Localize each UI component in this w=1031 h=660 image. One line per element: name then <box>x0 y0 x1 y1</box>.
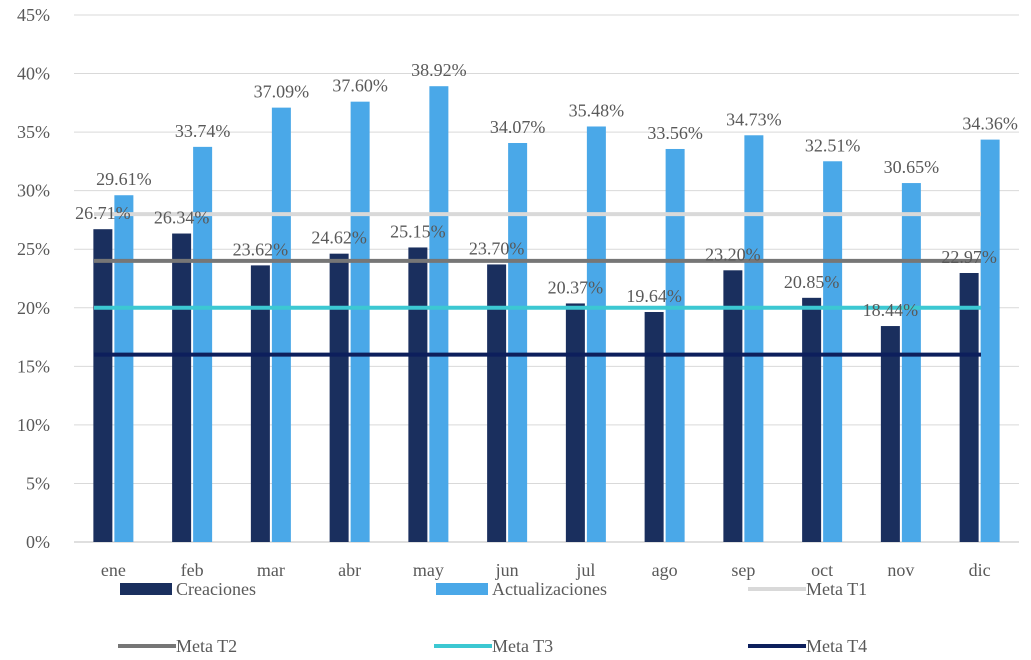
data-label-actualizaciones: 34.73% <box>726 109 782 129</box>
x-tick-label: oct <box>811 560 833 580</box>
x-tick-label: mar <box>257 560 285 580</box>
bar-creaciones <box>408 247 428 542</box>
data-label-creaciones: 20.85% <box>784 272 840 292</box>
x-tick-label: sep <box>731 560 755 580</box>
goal-lines <box>94 212 981 357</box>
gridlines <box>74 14 1019 543</box>
x-tick-label: may <box>413 560 444 580</box>
data-label-creaciones: 19.64% <box>626 286 682 306</box>
bar-creaciones <box>329 253 349 543</box>
legend-meta-t1-label: Meta T1 <box>806 579 867 599</box>
legend-meta-t3-label: Meta T3 <box>492 636 553 656</box>
bar-creaciones <box>959 272 979 542</box>
legend-creaciones-swatch <box>120 583 172 595</box>
y-tick-label: 25% <box>17 239 50 259</box>
data-label-actualizaciones: 34.07% <box>490 117 546 137</box>
bar-creaciones <box>250 265 270 542</box>
x-tick-label: nov <box>887 560 914 580</box>
data-label-actualizaciones: 29.61% <box>96 169 152 189</box>
legend-meta-t4-label: Meta T4 <box>806 636 867 656</box>
bar-actualizaciones <box>665 148 685 543</box>
bar-actualizaciones <box>823 161 843 542</box>
legend-actualizaciones-label: Actualizaciones <box>492 579 607 599</box>
x-tick-label: feb <box>181 560 204 580</box>
data-label-creaciones: 18.44% <box>863 300 919 320</box>
data-label-creaciones: 23.70% <box>469 238 525 258</box>
bars <box>93 86 1000 543</box>
bar-creaciones <box>723 270 743 542</box>
data-label-creaciones: 22.97% <box>941 247 997 267</box>
y-tick-label: 45% <box>17 5 50 25</box>
legend-actualizaciones-swatch <box>436 583 488 595</box>
bar-actualizaciones <box>980 139 1000 543</box>
y-tick-label: 15% <box>17 356 50 376</box>
y-tick-label: 5% <box>26 473 50 493</box>
data-label-creaciones: 25.15% <box>390 221 446 241</box>
y-tick-label: 0% <box>26 532 50 552</box>
data-label-actualizaciones: 38.92% <box>411 60 467 80</box>
legend-meta-t2-label: Meta T2 <box>176 636 237 656</box>
data-label-creaciones: 23.20% <box>705 244 761 264</box>
x-tick-label: ene <box>101 560 126 580</box>
data-label-actualizaciones: 37.09% <box>254 82 310 102</box>
bar-creaciones <box>880 326 900 542</box>
x-tick-label: jun <box>495 560 519 580</box>
x-tick-label: dic <box>969 560 991 580</box>
y-tick-label: 40% <box>17 64 50 84</box>
x-tick-label: jul <box>575 560 595 580</box>
bar-actualizaciones <box>350 101 370 542</box>
bar-actualizaciones <box>744 135 764 542</box>
data-label-creaciones: 24.62% <box>311 228 367 248</box>
bar-actualizaciones <box>271 107 291 542</box>
bar-actualizaciones <box>429 86 449 542</box>
bar-actualizaciones <box>114 195 134 542</box>
data-label-actualizaciones: 30.65% <box>884 157 940 177</box>
y-axis: 0% 5% 10% 15% 20% 25% 30% 35% 40% 45% <box>17 5 50 552</box>
data-label-actualizaciones: 37.60% <box>332 76 388 96</box>
bar-actualizaciones <box>901 183 921 542</box>
data-label-creaciones: 26.34% <box>154 208 210 228</box>
bar-creaciones <box>802 297 822 542</box>
bar-creaciones <box>487 264 507 542</box>
y-tick-label: 20% <box>17 298 50 318</box>
bar-creaciones <box>565 303 585 542</box>
data-label-actualizaciones: 33.74% <box>175 121 231 141</box>
data-label-actualizaciones: 33.56% <box>647 123 703 143</box>
x-axis: ene feb mar abr may jun jul ago sep oct nov dic <box>101 560 991 580</box>
x-tick-label: ago <box>652 560 678 580</box>
bar-actualizaciones <box>193 146 213 542</box>
bar-actualizaciones <box>586 126 606 542</box>
y-tick-label: 10% <box>17 415 50 435</box>
data-label-actualizaciones: 32.51% <box>805 135 861 155</box>
legend: Creaciones Actualizaciones Meta T1 Meta T2 M… <box>118 579 867 656</box>
bar-creaciones <box>93 229 113 542</box>
bar-creaciones <box>172 233 192 542</box>
bar-actualizaciones <box>508 143 528 542</box>
x-tick-label: abr <box>338 560 361 580</box>
y-tick-label: 30% <box>17 181 50 201</box>
data-label-creaciones: 26.71% <box>75 203 131 223</box>
data-label-actualizaciones: 35.48% <box>569 100 625 120</box>
y-tick-label: 35% <box>17 122 50 142</box>
data-labels: 26.71% 29.61%26.34% 33.74% 23.62% 37.09% 24.6… <box>75 60 1018 320</box>
data-label-creaciones: 23.62% <box>233 239 289 259</box>
data-label-creaciones: 20.37% <box>548 277 604 297</box>
legend-creaciones-label: Creaciones <box>176 579 256 599</box>
data-label-actualizaciones: 34.36% <box>962 114 1018 134</box>
bar-creaciones <box>644 311 664 542</box>
